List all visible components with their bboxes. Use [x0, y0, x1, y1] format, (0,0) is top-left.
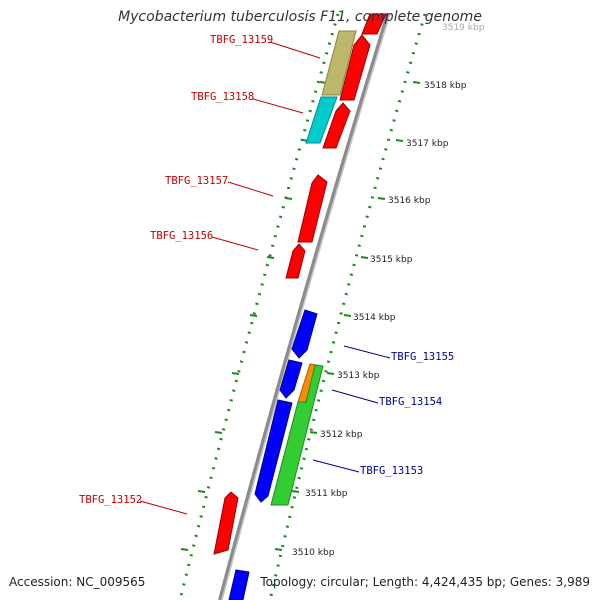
gene-label-TBFG_13153[interactable]: TBFG_13153	[360, 465, 423, 477]
gene-label-TBFG_13155[interactable]: TBFG_13155	[391, 351, 454, 363]
gene-arrow[interactable]	[291, 309, 318, 359]
forward-strand-genes	[322, 13, 387, 149]
gene-label-TBFG_13152[interactable]: TBFG_13152	[79, 494, 142, 506]
inner-tick-ring	[178, 13, 340, 600]
tick-label: 3518 kbp	[424, 81, 467, 91]
gene-label-TBFG_13156[interactable]: TBFG_13156	[150, 230, 213, 242]
genome-backbone	[218, 13, 390, 600]
genome-title: Mycobacterium tuberculosis F11, complete…	[118, 9, 482, 25]
gene-arrow[interactable]	[361, 13, 387, 35]
gene-block-green[interactable]	[270, 364, 324, 506]
tick-label: 3510 kbp	[292, 548, 335, 558]
gene-label-TBFG_13154[interactable]: TBFG_13154	[379, 396, 442, 408]
reverse-strand-genes	[228, 309, 318, 600]
gene-block-olive[interactable]	[321, 30, 357, 96]
gene-arrow[interactable]	[228, 569, 250, 600]
gene-label-TBFG_13157[interactable]: TBFG_13157	[165, 175, 228, 187]
tick-label: 3511 kbp	[305, 489, 348, 499]
major-ticks	[274, 81, 421, 551]
tick-label: 3519 kbp	[442, 23, 485, 33]
gene-label-TBFG_13159[interactable]: TBFG_13159	[210, 34, 273, 46]
inner-red-genes	[285, 174, 328, 279]
tick-label: 3513 kbp	[337, 371, 380, 381]
outer-tick-ring	[268, 13, 427, 600]
gene-arrow[interactable]	[297, 174, 328, 243]
leader-lines	[139, 41, 391, 515]
gene-label-TBFG_13158[interactable]: TBFG_13158	[191, 91, 254, 103]
gene-arrow[interactable]	[285, 243, 306, 279]
tick-label: 3516 kbp	[388, 196, 431, 206]
gene-arrow[interactable]	[339, 34, 371, 101]
tick-label: 3517 kbp	[406, 139, 449, 149]
gene-block-cyan[interactable]	[305, 96, 338, 144]
gene-arrow[interactable]	[213, 491, 239, 555]
gene-arrow[interactable]	[322, 102, 351, 149]
tick-label: 3512 kbp	[320, 430, 363, 440]
gene-arrow[interactable]	[279, 359, 303, 399]
genome-summary: Topology: circular; Length: 4,424,435 bp…	[260, 575, 590, 589]
tick-label: 3515 kbp	[370, 255, 413, 265]
accession-text: Accession: NC_009565	[9, 575, 146, 589]
gene-arrow[interactable]	[254, 399, 293, 503]
tick-label: 3514 kbp	[353, 313, 396, 323]
